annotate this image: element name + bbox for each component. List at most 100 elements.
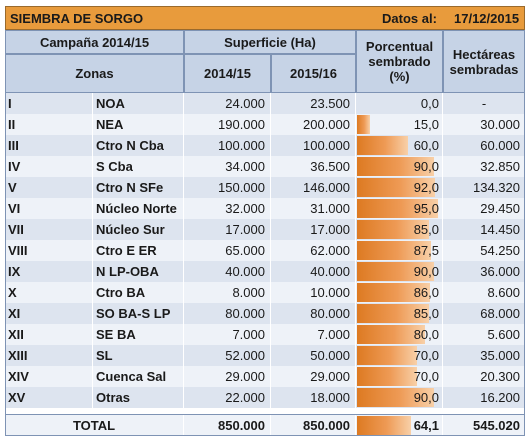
percent-value: 90,0 — [413, 390, 439, 405]
zone-number: II — [5, 114, 93, 135]
percent-cell: 87,5 — [356, 240, 443, 261]
zone-name: Núcleo Sur — [93, 219, 184, 240]
table-row: IV S Cba 34.000 36.500 90,0 32.850 — [5, 156, 525, 177]
surface-2015-16: 31.000 — [271, 198, 356, 219]
percent-value: 15,0 — [413, 117, 439, 132]
header-2014-15-label: 2014/15 — [204, 66, 251, 81]
header-hectares-line2: sembradas — [449, 61, 519, 77]
zone-name: NOA — [93, 93, 184, 114]
percent-bar — [357, 388, 434, 407]
zone-number: IV — [5, 156, 93, 177]
zone-number: V — [5, 177, 93, 198]
table-row: XIV Cuenca Sal 29.000 29.000 70,0 20.300 — [5, 366, 525, 387]
percent-value: 87,5 — [413, 243, 439, 258]
table-row: VII Núcleo Sur 17.000 17.000 85,0 14.450 — [5, 219, 525, 240]
percent-value: 85,0 — [413, 222, 439, 237]
total-label: TOTAL — [5, 415, 184, 436]
surface-2015-16: 29.000 — [271, 366, 356, 387]
percent-cell: 15,0 — [356, 114, 443, 135]
zone-name: N LP-OBA — [93, 261, 184, 282]
percent-cell: 0,0 — [356, 93, 443, 114]
surface-2015-16: 10.000 — [271, 282, 356, 303]
total-2015-16: 850.000 — [271, 415, 356, 436]
table-row: XV Otras 22.000 18.000 90,0 16.200 — [5, 387, 525, 408]
surface-2014-15: 24.000 — [184, 93, 271, 114]
percent-bar — [357, 178, 435, 197]
table-row: XI SO BA-S LP 80.000 80.000 85,0 68.000 — [5, 303, 525, 324]
surface-2014-15: 29.000 — [184, 366, 271, 387]
percent-bar — [357, 157, 434, 176]
surface-2014-15: 150.000 — [184, 177, 271, 198]
percent-bar — [357, 367, 417, 386]
table-row: VIII Ctro E ER 65.000 62.000 87,5 54.250 — [5, 240, 525, 261]
zone-number: VIII — [5, 240, 93, 261]
total-2014-15: 850.000 — [184, 415, 271, 436]
percent-bar — [357, 136, 408, 155]
surface-2014-15: 32.000 — [184, 198, 271, 219]
zone-name: S Cba — [93, 156, 184, 177]
hectares-sown: 16.200 — [480, 390, 520, 405]
percent-cell: 85,0 — [356, 303, 443, 324]
percent-bar — [357, 304, 429, 323]
hectares-sown: 20.300 — [480, 369, 520, 384]
zone-number: XII — [5, 324, 93, 345]
total-percent-value: 64,1 — [413, 418, 439, 433]
percent-cell: 95,0 — [356, 198, 443, 219]
table-title: SIEMBRA DE SORGO — [10, 11, 144, 26]
header-percent-line1: Porcentual — [365, 39, 434, 54]
zone-number: VII — [5, 219, 93, 240]
zone-name: SL — [93, 345, 184, 366]
table-row: II NEA 190.000 200.000 15,0 30.000 — [5, 114, 525, 135]
header-zones: Zonas — [5, 54, 184, 93]
hectares-sown: 29.450 — [480, 201, 520, 216]
percent-bar — [357, 325, 425, 344]
header-percent-line2: sembrado — [368, 54, 431, 69]
surface-2014-15: 40.000 — [184, 261, 271, 282]
surface-2015-16: 50.000 — [271, 345, 356, 366]
surface-2014-15: 8.000 — [184, 282, 271, 303]
total-hectares: 545.020 — [473, 418, 520, 433]
total-percent-bar — [357, 416, 411, 435]
title-bar: SIEMBRA DE SORGO Datos al: 17/12/2015 — [5, 6, 525, 30]
hectares-sown: 35.000 — [480, 348, 520, 363]
hectares-sown: 32.850 — [480, 159, 520, 174]
zone-name: Núcleo Norte — [93, 198, 184, 219]
percent-cell: 90,0 — [356, 387, 443, 408]
percent-cell: 85,0 — [356, 219, 443, 240]
percent-cell: 92,0 — [356, 177, 443, 198]
table-row: XII SE BA 7.000 7.000 80,0 5.600 — [5, 324, 525, 345]
date-value: 17/12/2015 — [454, 11, 520, 26]
zone-number: XIV — [5, 366, 93, 387]
percent-value: 92,0 — [413, 180, 439, 195]
zone-name: SO BA-S LP — [93, 303, 184, 324]
percent-bar — [357, 241, 431, 260]
header-surface: Superficie (Ha) — [184, 30, 356, 54]
percent-bar — [357, 262, 434, 281]
percent-cell: 70,0 — [356, 366, 443, 387]
header-percent-line3: (%) — [389, 69, 410, 84]
percent-value: 85,0 — [413, 306, 439, 321]
percent-bar — [357, 220, 429, 239]
percent-value: 86,0 — [413, 285, 439, 300]
table-row: XIII SL 52.000 50.000 70,0 35.000 — [5, 345, 525, 366]
table-row: V Ctro N SFe 150.000 146.000 92,0 134.320 — [5, 177, 525, 198]
percent-cell: 90,0 — [356, 156, 443, 177]
percent-value: 90,0 — [413, 159, 439, 174]
surface-2015-16: 100.000 — [271, 135, 356, 156]
percent-value: 90,0 — [413, 264, 439, 279]
hectares-sown: 14.450 — [480, 222, 520, 237]
surface-2014-15: 52.000 — [184, 345, 271, 366]
surface-2014-15: 22.000 — [184, 387, 271, 408]
percent-value: 70,0 — [413, 348, 439, 363]
surface-2014-15: 190.000 — [184, 114, 271, 135]
table-row: I NOA 24.000 23.500 0,0 - — [5, 93, 525, 114]
zone-number: VI — [5, 198, 93, 219]
header-hectares: Hectáreas sembradas — [443, 30, 525, 93]
header-percent: Porcentual sembrado (%) — [356, 30, 443, 93]
zone-number: IX — [5, 261, 93, 282]
percent-value: 80,0 — [413, 327, 439, 342]
zone-name: NEA — [93, 114, 184, 135]
table-row: IX N LP-OBA 40.000 40.000 90,0 36.000 — [5, 261, 525, 282]
zone-number: XI — [5, 303, 93, 324]
header-campaign: Campaña 2014/15 — [5, 30, 184, 54]
